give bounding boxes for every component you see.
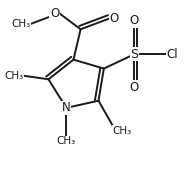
Text: N: N — [62, 101, 71, 114]
Text: O: O — [130, 14, 139, 28]
Text: CH₃: CH₃ — [57, 136, 76, 147]
Text: CH₃: CH₃ — [4, 71, 24, 81]
Text: Cl: Cl — [166, 48, 178, 61]
Text: S: S — [130, 48, 138, 61]
Text: O: O — [130, 81, 139, 94]
Text: O: O — [50, 7, 59, 20]
Text: CH₃: CH₃ — [113, 126, 132, 136]
Text: O: O — [109, 12, 118, 25]
Text: CH₃: CH₃ — [11, 19, 31, 29]
